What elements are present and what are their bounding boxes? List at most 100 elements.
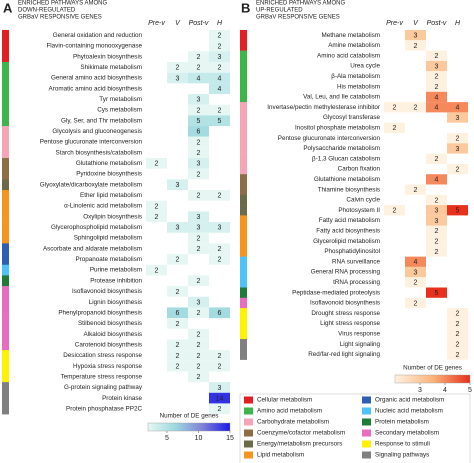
cell-value: 3: [176, 75, 180, 82]
cell-value: 2: [456, 135, 460, 142]
colorbar-tick-label: 15: [226, 435, 234, 442]
category-strip: [240, 71, 247, 82]
legend-label: Signaling pathways: [375, 452, 429, 459]
cell-value: 2: [456, 341, 460, 348]
cell-value: 4: [197, 75, 201, 82]
cell-value: 2: [414, 105, 418, 112]
category-strip: [240, 153, 247, 165]
category-strip: [240, 163, 247, 175]
heat-cell: [384, 205, 405, 216]
category-strip: [2, 254, 9, 266]
category-strip: [240, 215, 247, 226]
category-strip: [2, 392, 9, 404]
row-label: Pentose glucuronate interconversion: [40, 139, 143, 146]
row-label: β-1,3 Glucan catabolism: [312, 155, 380, 162]
cell-value: 2: [155, 161, 159, 168]
cell-value: 6: [197, 129, 201, 136]
cell-value: 2: [197, 107, 201, 114]
row-label: Oxylipin biosynthesis: [83, 213, 142, 220]
category-strip: [2, 104, 9, 116]
cell-value: 3: [414, 269, 418, 276]
heat-cell: [426, 71, 447, 82]
heat-cell: [384, 122, 405, 133]
colorbar-tick-label: 5: [468, 387, 472, 394]
cell-value: 2: [393, 125, 397, 132]
cell-value: 2: [456, 311, 460, 318]
heat-cell: [209, 40, 230, 52]
row-label: Methane metabolism: [322, 32, 380, 39]
heat-cell: [426, 102, 447, 113]
heat-cell: [426, 205, 447, 216]
legend-label: Protein metabolism: [375, 419, 429, 426]
category-strip: [2, 350, 9, 362]
heat-cell: [188, 307, 209, 319]
row-label: β-Ala metabolism: [331, 73, 380, 80]
heat-cell: [426, 60, 447, 72]
cell-value: 2: [218, 257, 222, 264]
row-label: Virus response: [338, 331, 380, 338]
category-strip: [240, 297, 247, 309]
row-label: Glycerophospholipid metabolism: [51, 224, 142, 231]
heat-cell: [209, 360, 230, 372]
colorbar-label: Number of DE genes: [160, 413, 219, 420]
category-strip: [2, 286, 9, 298]
cell-value: 2: [197, 54, 201, 61]
heat-cell: [426, 287, 447, 298]
colorbar-tick-label: 4: [443, 387, 447, 394]
category-strip: [240, 225, 247, 237]
row-label: Glycosyl transferase: [323, 114, 381, 121]
heat-cell: [188, 62, 209, 73]
heat-cell: [209, 30, 230, 41]
heat-cell: [426, 153, 447, 164]
row-label: Polysaccharide metabolism: [303, 145, 380, 152]
category-strip: [240, 277, 247, 288]
heat-cell: [405, 30, 426, 41]
cell-value: 2: [435, 249, 439, 256]
cell-value: 3: [218, 225, 222, 232]
row-label: Glycerolipid metabolism: [313, 238, 380, 245]
row-label: RNA surveillance: [332, 258, 380, 265]
heat-cell: [426, 225, 447, 236]
heat-cell: [188, 190, 209, 201]
category-strip: [2, 40, 9, 52]
category-strip: [240, 266, 247, 278]
cell-value: 2: [414, 187, 418, 194]
heat-cell: [209, 350, 230, 361]
cell-value: 3: [197, 97, 201, 104]
category-strip: [2, 264, 9, 276]
cell-value: 4: [218, 86, 222, 93]
heat-cell: [188, 275, 209, 287]
row-label: Purine metabolism: [90, 267, 142, 274]
legend-label: Cellular metabolism: [257, 397, 312, 404]
legend-label: Response to stimuli: [375, 441, 430, 448]
cell-value: 2: [393, 105, 397, 112]
row-label: Pentose glucuronate interconversion: [278, 135, 381, 142]
cell-value: 2: [176, 342, 180, 349]
cell-value: 3: [197, 214, 201, 221]
row-label: Fatty acid biosynthesis: [316, 228, 380, 235]
row-label: Phenylpropanoid biosynthesis: [58, 309, 142, 316]
row-label: Ascorbate and aldarate metabolism: [43, 245, 142, 252]
heat-cell: [405, 102, 426, 113]
category-strip: [240, 318, 247, 329]
category-strip: [2, 158, 9, 170]
heat-cell: [188, 211, 209, 223]
legend-label: Amino acid metabolism: [257, 408, 322, 415]
heat-cell: [188, 243, 209, 255]
heat-cell: [188, 126, 209, 137]
category-strip: [2, 339, 9, 351]
panel-letter: B: [241, 0, 250, 15]
row-label: Lignin biosynthesis: [89, 299, 142, 306]
heat-cell: [447, 318, 468, 329]
heat-cell: [209, 83, 230, 95]
heat-cell: [209, 403, 230, 415]
category-strip: [240, 122, 247, 134]
heat-cell: [447, 349, 468, 360]
cell-value: 6: [176, 310, 180, 317]
heat-cell: [426, 215, 447, 226]
heat-cell: [426, 236, 447, 247]
column-header: Pre-v: [386, 20, 403, 27]
heat-cell: [167, 307, 188, 319]
heat-cell: [447, 133, 468, 144]
row-label: Glyoxylate/dicarboxylate metabolism: [40, 181, 142, 188]
